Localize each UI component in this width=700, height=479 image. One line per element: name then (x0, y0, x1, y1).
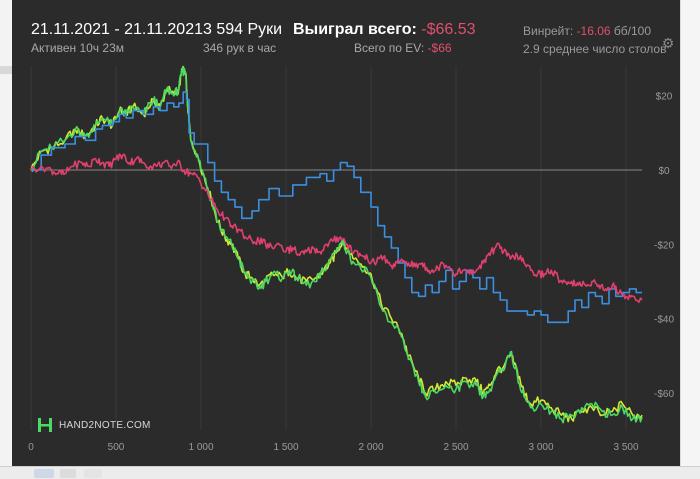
taskbar-button-2[interactable] (60, 469, 76, 478)
won-total-label: Выиграл всего: (293, 21, 422, 38)
series-line-non_showdown (30, 153, 643, 304)
winrate-label: Винрейт: (523, 24, 577, 38)
series-line-showdown (31, 91, 642, 324)
x-tick-label: 0 (28, 442, 34, 453)
left-strip-marker (0, 66, 12, 74)
x-tick-label: 1 500 (273, 442, 298, 453)
winrate-unit: бб/100 (610, 24, 652, 38)
hands-per-hour: 346 рук в час (203, 41, 277, 55)
y-tick-label: -$60 (654, 389, 674, 400)
winrate-value: -16.06 (576, 24, 611, 38)
taskbar (0, 466, 700, 479)
logo-text: HAND2NOTE.COM (59, 420, 151, 431)
avg-tables: 2.9 среднее число столов (523, 42, 667, 56)
ev-total-label: Всего по EV: (354, 41, 428, 55)
graph-panel (12, 0, 680, 466)
series-line-won (30, 65, 643, 424)
x-tick-label: 2 500 (443, 442, 468, 453)
taskbar-button-1[interactable] (34, 469, 54, 478)
won-total-value: -$66.53 (421, 21, 476, 38)
hands-count: 3 594 Руки (203, 21, 283, 38)
series-line-ev (30, 65, 643, 423)
y-tick-label: -$40 (654, 315, 674, 326)
y-tick-label: -$20 (654, 240, 674, 251)
taskbar-button-3[interactable] (84, 469, 102, 478)
winrate: Винрейт: -16.06 бб/100 (523, 24, 651, 38)
y-tick-label: $0 (658, 166, 670, 177)
gear-icon[interactable]: ⚙ (661, 35, 675, 51)
ev-total: Всего по EV: -$66 (354, 41, 452, 55)
y-tick-label: $20 (656, 92, 673, 103)
x-tick-label: 1 000 (188, 442, 213, 453)
x-tick-label: 3 000 (529, 442, 554, 453)
date-range[interactable]: 21.11.2021 - 21.11.2021 (31, 21, 203, 38)
active-time: Активен 10ч 23м (31, 41, 124, 55)
x-tick-label: 2 000 (358, 442, 383, 453)
x-tick-label: 3 500 (614, 442, 639, 453)
ev-total-value: -$66 (427, 41, 452, 55)
x-tick-label: 500 (108, 442, 125, 453)
h2n-logo-icon (38, 418, 52, 432)
won-total: Выиграл всего: -$66.53 (293, 21, 476, 39)
right-window-strip (680, 0, 700, 478)
